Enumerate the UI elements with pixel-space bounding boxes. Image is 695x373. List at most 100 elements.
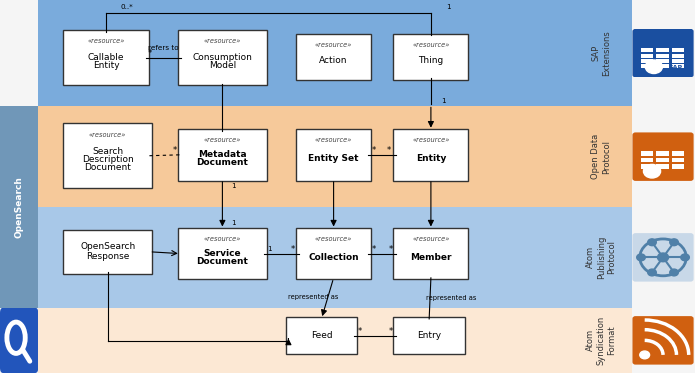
Text: Document: Document: [197, 257, 248, 266]
FancyBboxPatch shape: [63, 123, 152, 188]
Text: Callable: Callable: [88, 53, 124, 62]
Bar: [671, 64, 684, 68]
Text: Entity Set: Entity Set: [309, 154, 359, 163]
Text: Open Data
Protocol: Open Data Protocol: [591, 134, 611, 179]
Text: *: *: [291, 245, 295, 254]
Bar: [641, 54, 653, 57]
Bar: [641, 64, 653, 68]
Text: 1: 1: [231, 220, 236, 226]
Text: Document: Document: [197, 158, 248, 167]
Bar: [656, 64, 669, 68]
FancyBboxPatch shape: [296, 34, 371, 80]
Text: 1: 1: [231, 184, 236, 189]
Text: «resource»: «resource»: [412, 236, 450, 242]
Bar: [641, 151, 653, 156]
FancyBboxPatch shape: [632, 29, 694, 77]
Text: 1: 1: [441, 98, 445, 104]
FancyBboxPatch shape: [0, 308, 38, 373]
Text: «resource»: «resource»: [204, 137, 241, 143]
Bar: [641, 48, 653, 52]
FancyBboxPatch shape: [393, 228, 468, 279]
Bar: [671, 164, 684, 169]
Text: Entity: Entity: [92, 61, 120, 70]
Text: Search: Search: [92, 147, 123, 156]
Bar: [641, 59, 653, 63]
FancyBboxPatch shape: [63, 230, 152, 274]
Text: *: *: [389, 245, 393, 254]
Text: 1: 1: [446, 4, 450, 10]
Text: represented as: represented as: [288, 294, 338, 300]
Text: Entry: Entry: [417, 331, 441, 340]
Text: represented as: represented as: [426, 295, 476, 301]
Circle shape: [640, 351, 650, 359]
Text: refers to: refers to: [148, 46, 179, 51]
Circle shape: [657, 253, 669, 262]
Text: 0..*: 0..*: [120, 4, 133, 10]
Bar: [0, 106, 38, 308]
Circle shape: [670, 239, 678, 246]
Text: Entity: Entity: [416, 154, 446, 163]
Bar: [38, 0, 570, 106]
Text: Service: Service: [204, 249, 241, 258]
FancyBboxPatch shape: [632, 316, 694, 365]
Text: Metadata: Metadata: [198, 150, 247, 159]
Bar: [38, 207, 570, 308]
Bar: [570, 0, 632, 106]
Text: Action: Action: [319, 56, 348, 65]
Text: Document: Document: [84, 163, 131, 172]
Text: *: *: [387, 146, 391, 155]
Circle shape: [645, 60, 662, 73]
Bar: [570, 106, 632, 207]
Text: *: *: [173, 146, 177, 155]
FancyBboxPatch shape: [63, 30, 149, 85]
Text: *: *: [358, 327, 362, 336]
FancyBboxPatch shape: [393, 317, 465, 354]
Circle shape: [670, 269, 678, 276]
Text: *: *: [372, 245, 376, 254]
FancyBboxPatch shape: [178, 129, 267, 181]
Circle shape: [648, 269, 656, 276]
Circle shape: [644, 164, 660, 178]
Text: SAP
Extensions: SAP Extensions: [591, 30, 611, 76]
FancyBboxPatch shape: [632, 233, 694, 282]
Bar: [671, 54, 684, 57]
Text: Atom
Syndication
Format: Atom Syndication Format: [587, 316, 616, 365]
Bar: [656, 158, 669, 163]
Circle shape: [637, 254, 645, 261]
Text: Member: Member: [410, 253, 452, 262]
Circle shape: [648, 239, 656, 246]
Bar: [656, 164, 669, 169]
Text: Feed: Feed: [311, 331, 332, 340]
Bar: [656, 59, 669, 63]
FancyBboxPatch shape: [393, 34, 468, 80]
Text: Description: Description: [82, 155, 133, 164]
Text: «resource»: «resource»: [315, 137, 352, 143]
FancyBboxPatch shape: [393, 129, 468, 181]
FancyBboxPatch shape: [178, 228, 267, 279]
FancyBboxPatch shape: [632, 132, 694, 181]
Text: «resource»: «resource»: [315, 236, 352, 242]
Bar: [671, 59, 684, 63]
Text: Consumption: Consumption: [193, 53, 252, 62]
Bar: [38, 106, 570, 207]
FancyBboxPatch shape: [286, 317, 357, 354]
Bar: [641, 164, 653, 169]
Text: «resource»: «resource»: [315, 42, 352, 48]
Bar: [38, 308, 570, 373]
Text: *: *: [147, 49, 152, 58]
Bar: [570, 207, 632, 308]
Text: «resource»: «resource»: [412, 137, 450, 143]
Bar: [671, 151, 684, 156]
Text: OpenSearch
Response: OpenSearch Response: [80, 242, 136, 261]
Text: *: *: [389, 327, 393, 336]
FancyBboxPatch shape: [178, 30, 267, 85]
FancyBboxPatch shape: [296, 129, 371, 181]
Bar: [656, 54, 669, 57]
Text: «resource»: «resource»: [204, 38, 241, 44]
FancyBboxPatch shape: [296, 228, 371, 279]
Bar: [656, 48, 669, 52]
Text: 1: 1: [268, 246, 272, 252]
Text: «resource»: «resource»: [88, 38, 124, 44]
Text: Thing: Thing: [418, 56, 443, 65]
Bar: [671, 48, 684, 52]
